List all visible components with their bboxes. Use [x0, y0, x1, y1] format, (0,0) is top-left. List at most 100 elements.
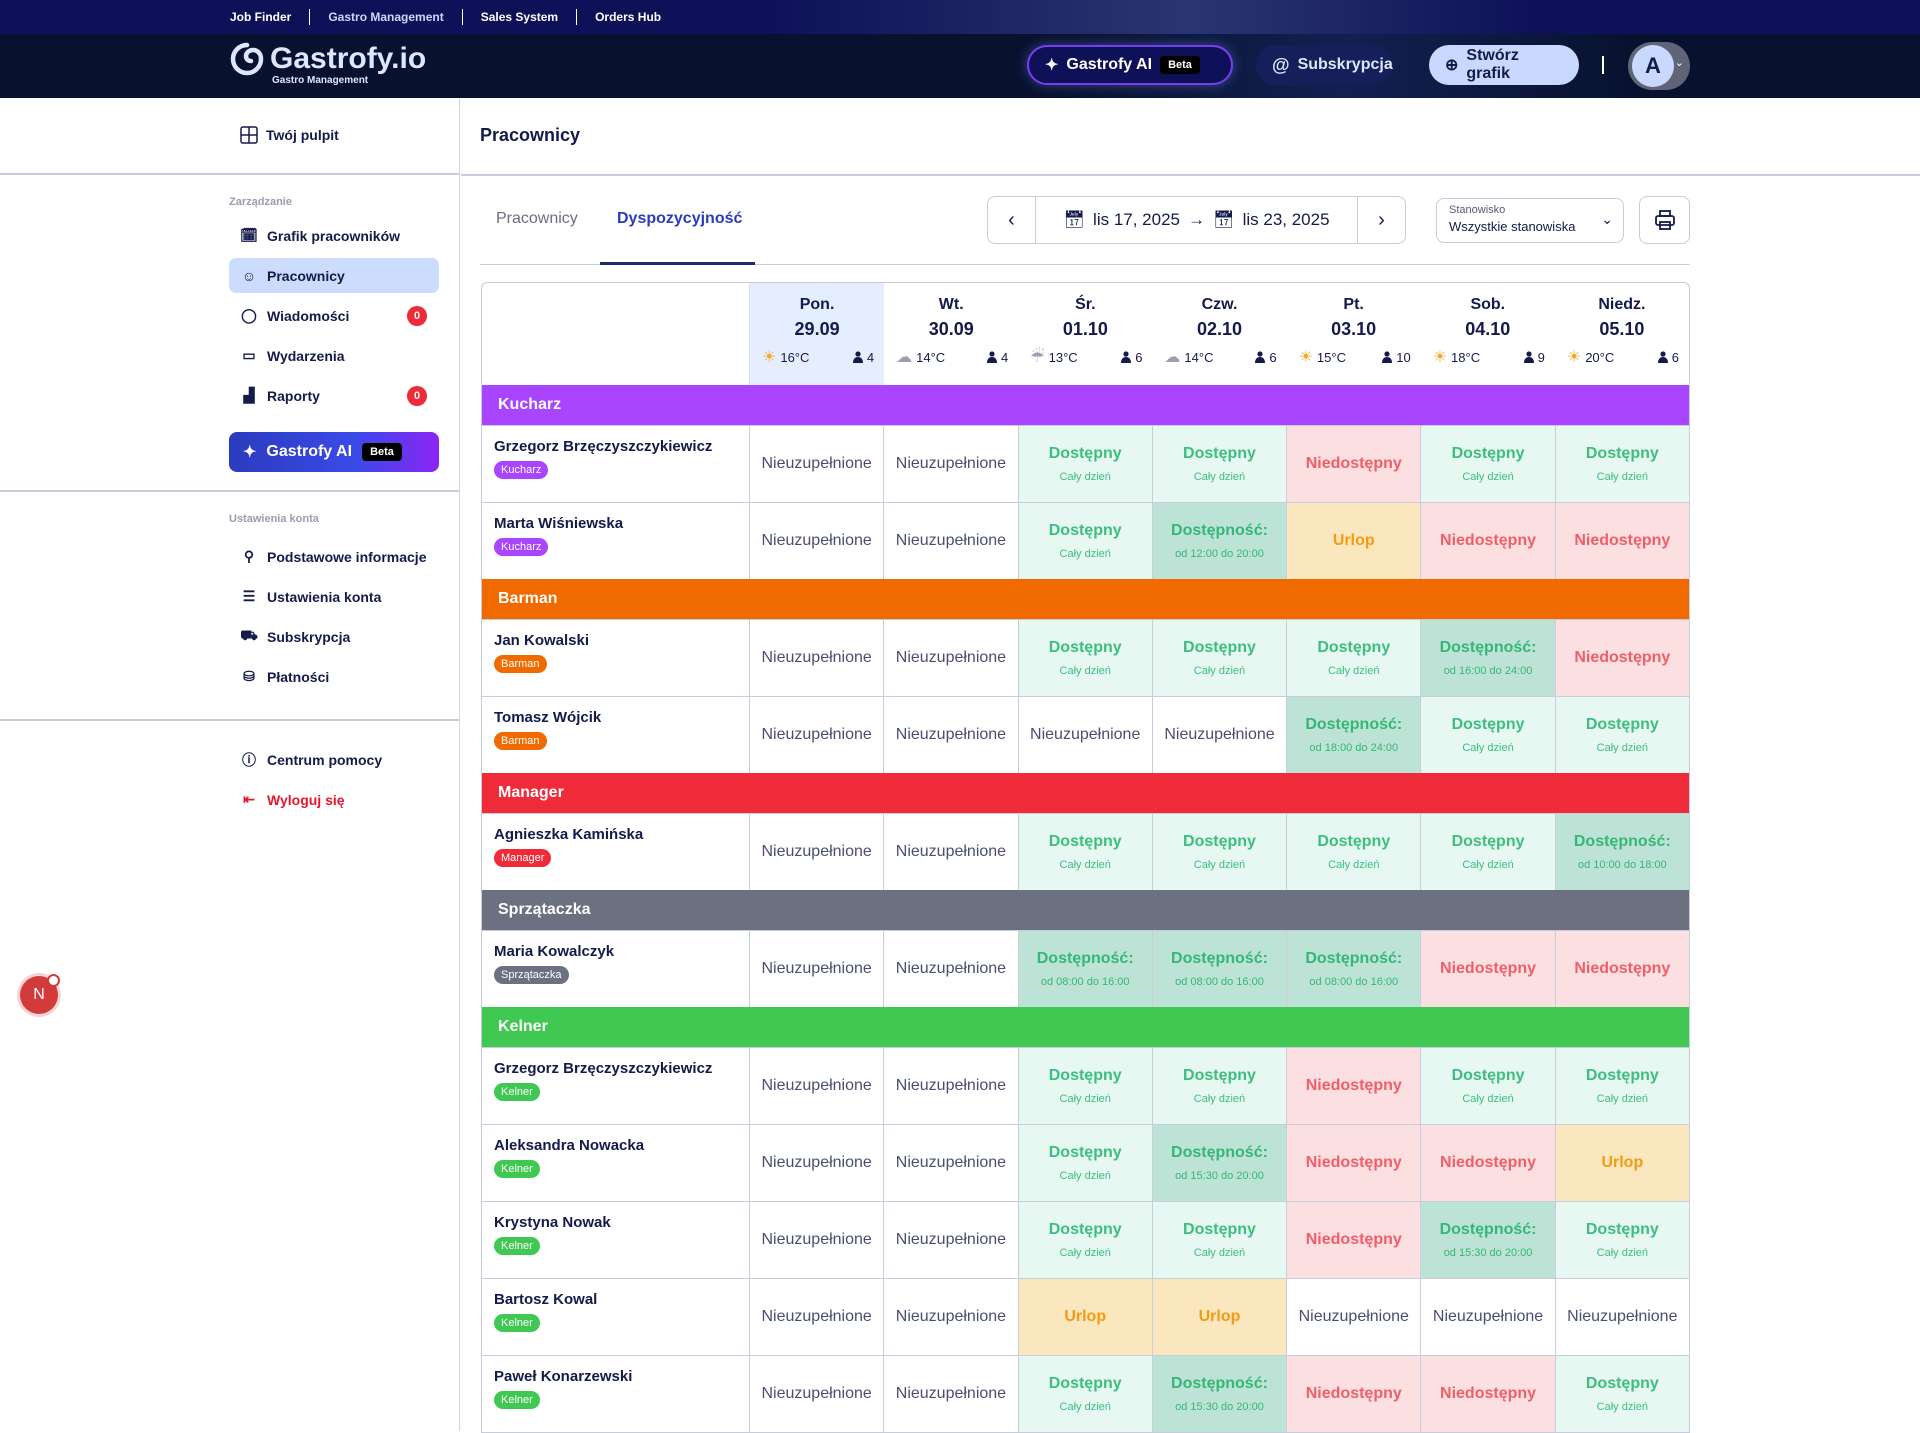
availability-cell-available[interactable]: Dostępny Cały dzień [1017, 1048, 1152, 1124]
availability-cell-available[interactable]: Dostępny Cały dzień [1554, 697, 1689, 773]
employee-cell[interactable]: Grzegorz Brzęczyszczykiewicz Kelner [482, 1048, 750, 1124]
day-header[interactable]: Śr. 01.10 ☔︎ 13°C 6 [1018, 283, 1152, 385]
availability-cell-empty[interactable]: Nieuzupełnione [883, 1125, 1017, 1201]
availability-cell-empty[interactable]: Nieuzupełnione [883, 697, 1017, 773]
availability-cell-empty[interactable]: Nieuzupełnione [761, 1231, 872, 1248]
day-header[interactable]: Wt. 30.09 ☁ 14°C 4 [884, 283, 1018, 385]
availability-cell-empty[interactable]: Nieuzupełnione [1420, 1279, 1554, 1355]
availability-cell-partial[interactable]: Dostępność: od 08:00 do 16:00 [1151, 931, 1287, 1007]
availability-cell-unavailable[interactable]: Niedostępny [1286, 1202, 1421, 1278]
availability-cell-available[interactable]: Dostępny Cały dzień [1017, 1356, 1152, 1432]
gastrofy-ai-button[interactable]: ✦ Gastrofy AI Beta [1027, 45, 1233, 85]
sidebar-gastrofy-ai-button[interactable]: ✦ Gastrofy AI Beta [229, 432, 439, 472]
sidebar-item-wiadomości[interactable]: ◯ Wiadomości 0 [229, 298, 439, 333]
availability-cell-unavailable[interactable]: Niedostępny [1554, 503, 1689, 579]
availability-cell-empty[interactable]: Nieuzupełnione [761, 843, 872, 860]
availability-cell-partial[interactable]: Dostępność: od 08:00 do 16:00 [1286, 931, 1421, 1007]
availability-cell-empty[interactable]: Nieuzupełnione [1554, 1279, 1689, 1355]
availability-cell-available[interactable]: Dostępny Cały dzień [1151, 1048, 1287, 1124]
availability-cell-empty[interactable]: Nieuzupełnione [883, 503, 1017, 579]
availability-cell-vacation[interactable]: Urlop [1554, 1125, 1689, 1201]
availability-cell-empty[interactable]: Nieuzupełnione [1017, 697, 1152, 773]
availability-cell-vacation[interactable]: Urlop [1286, 503, 1421, 579]
availability-cell-available[interactable]: Dostępny Cały dzień [1420, 1048, 1555, 1124]
employee-cell[interactable]: Agnieszka Kamińska Manager [482, 814, 750, 890]
availability-cell-partial[interactable]: Dostępność: od 08:00 do 16:00 [1017, 931, 1152, 1007]
availability-cell-available[interactable]: Dostępny Cały dzień [1420, 697, 1555, 773]
availability-cell-unavailable[interactable]: Niedostępny [1554, 620, 1689, 696]
notification-fab[interactable]: N [20, 974, 60, 1014]
employee-cell[interactable]: Tomasz Wójcik Barman [482, 697, 750, 773]
availability-cell-unavailable[interactable]: Niedostępny [1286, 426, 1421, 502]
topnav-job-finder[interactable]: Job Finder [230, 10, 292, 24]
availability-cell-available[interactable]: Dostępny Cały dzień [1151, 1202, 1287, 1278]
day-header[interactable]: Pon. 29.09 ☀ 16°C 4 [750, 283, 885, 385]
availability-cell-unavailable[interactable]: Niedostępny [1420, 1356, 1555, 1432]
availability-cell-available[interactable]: Dostępny Cały dzień [1554, 1048, 1689, 1124]
availability-cell-available[interactable]: Dostępny Cały dzień [1017, 1125, 1152, 1201]
availability-cell-available[interactable]: Dostępny Cały dzień [1151, 426, 1287, 502]
availability-cell-vacation[interactable]: Urlop [1017, 1279, 1152, 1355]
create-schedule-button[interactable]: ⊕ Stwórz grafik [1429, 45, 1579, 85]
availability-cell-available[interactable]: Dostępny Cały dzień [1017, 503, 1152, 579]
prev-week-button[interactable]: ‹ [988, 197, 1036, 243]
employee-cell[interactable]: Maria Kowalczyk Sprzątaczka [482, 931, 750, 1007]
availability-cell-empty[interactable]: Nieuzupełnione [761, 1385, 872, 1402]
user-menu[interactable]: A ⌄ [1628, 42, 1690, 90]
availability-cell-empty[interactable]: Nieuzupełnione [761, 1154, 872, 1171]
availability-cell-unavailable[interactable]: Niedostępny [1420, 503, 1555, 579]
day-header[interactable]: Niedz. 05.10 ☀ 20°C 6 [1555, 283, 1689, 385]
employee-cell[interactable]: Jan Kowalski Barman [482, 620, 750, 696]
availability-cell-empty[interactable]: Nieuzupełnione [761, 649, 872, 666]
availability-cell-available[interactable]: Dostępny Cały dzień [1286, 814, 1421, 890]
availability-cell-empty[interactable]: Nieuzupełnione [883, 620, 1017, 696]
availability-cell-empty[interactable]: Nieuzupełnione [883, 814, 1017, 890]
sidebar-item-podstawowe-informacje[interactable]: ⚲ Podstawowe informacje [229, 539, 439, 574]
availability-cell-available[interactable]: Dostępny Cały dzień [1420, 426, 1555, 502]
availability-cell-unavailable[interactable]: Niedostępny [1554, 931, 1689, 1007]
availability-cell-empty[interactable]: Nieuzupełnione [761, 455, 872, 472]
employee-cell[interactable]: Paweł Konarzewski Kelner [482, 1356, 750, 1432]
availability-cell-unavailable[interactable]: Niedostępny [1286, 1048, 1421, 1124]
availability-cell-vacation[interactable]: Urlop [1151, 1279, 1287, 1355]
availability-cell-available[interactable]: Dostępny Cały dzień [1017, 426, 1152, 502]
sidebar-item-płatności[interactable]: ⛁ Płatności [229, 659, 439, 694]
logout-button[interactable]: ⇤ Wyloguj się [229, 782, 439, 817]
position-select[interactable]: Stanowisko Wszystkie stanowiska ⌄ [1436, 198, 1624, 243]
availability-cell-empty[interactable]: Nieuzupełnione [883, 931, 1017, 1007]
next-week-button[interactable]: › [1357, 197, 1405, 243]
sidebar-item-wydarzenia[interactable]: ▭ Wydarzenia [229, 338, 439, 373]
availability-cell-empty[interactable]: Nieuzupełnione [1151, 697, 1286, 773]
sidebar-item-help[interactable]: ⓘ Centrum pomocy [229, 742, 439, 777]
availability-cell-available[interactable]: Dostępny Cały dzień [1151, 814, 1287, 890]
employee-cell[interactable]: Krystyna Nowak Kelner [482, 1202, 750, 1278]
day-header[interactable]: Sob. 04.10 ☀ 18°C 9 [1421, 283, 1555, 385]
subscription-button[interactable]: @ Subskrypcja [1256, 45, 1393, 85]
availability-cell-empty[interactable]: Nieuzupełnione [883, 1356, 1017, 1432]
topnav-orders-hub[interactable]: Orders Hub [576, 9, 679, 25]
availability-cell-available[interactable]: Dostępny Cały dzień [1554, 1356, 1689, 1432]
availability-cell-available[interactable]: Dostępny Cały dzień [1017, 620, 1152, 696]
print-button[interactable] [1639, 196, 1690, 244]
sidebar-item-grafik-pracowników[interactable]: 🗓︎ Grafik pracowników [229, 218, 439, 253]
sidebar-item-subskrypcja[interactable]: ⛟ Subskrypcja [229, 619, 439, 654]
availability-cell-unavailable[interactable]: Niedostępny [1420, 1125, 1555, 1201]
availability-cell-unavailable[interactable]: Niedostępny [1420, 931, 1555, 1007]
sidebar-item-raporty[interactable]: ▟ Raporty 0 [229, 378, 439, 413]
employee-cell[interactable]: Bartosz Kowal Kelner [482, 1279, 750, 1355]
availability-cell-empty[interactable]: Nieuzupełnione [761, 1077, 872, 1094]
tab-employees[interactable]: Pracownicy [496, 210, 578, 227]
employee-cell[interactable]: Aleksandra Nowacka Kelner [482, 1125, 750, 1201]
availability-cell-partial[interactable]: Dostępność: od 12:00 do 20:00 [1151, 503, 1287, 579]
availability-cell-unavailable[interactable]: Niedostępny [1286, 1125, 1421, 1201]
availability-cell-empty[interactable]: Nieuzupełnione [883, 426, 1017, 502]
availability-cell-partial[interactable]: Dostępność: od 10:00 do 18:00 [1554, 814, 1689, 890]
topnav-gastro-management[interactable]: Gastro Management [309, 9, 461, 25]
availability-cell-available[interactable]: Dostępny Cały dzień [1286, 620, 1421, 696]
availability-cell-empty[interactable]: Nieuzupełnione [1286, 1279, 1420, 1355]
availability-cell-empty[interactable]: Nieuzupełnione [761, 532, 872, 549]
employee-cell[interactable]: Marta Wiśniewska Kucharz [482, 503, 750, 579]
day-header[interactable]: Czw. 02.10 ☁ 14°C 6 [1152, 283, 1286, 385]
availability-cell-partial[interactable]: Dostępność: od 15:30 do 20:00 [1151, 1125, 1287, 1201]
sidebar-item-pracownicy[interactable]: ☺ Pracownicy [229, 258, 439, 293]
